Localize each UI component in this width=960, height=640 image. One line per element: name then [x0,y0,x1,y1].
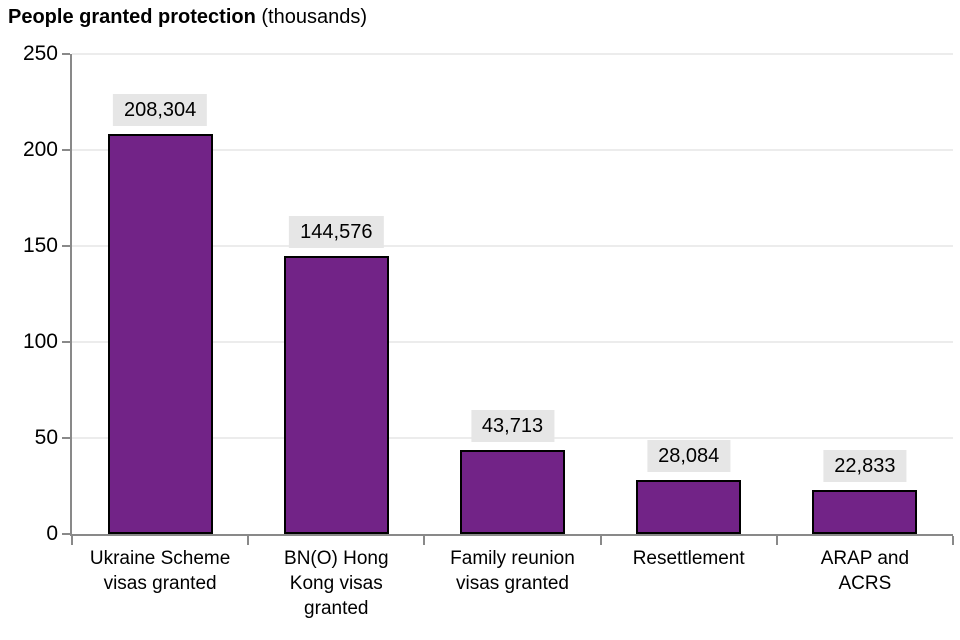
bar-value-label: 22,833 [823,450,907,483]
category-label: BN(O) Hong Kong visas granted [284,548,389,619]
y-tick-label: 250 [22,42,58,65]
x-axis-tick [247,536,250,545]
x-axis [70,534,953,536]
y-tick-label: 200 [22,138,58,161]
y-axis-tick [62,437,70,439]
category-label: Family reunion visas granted [450,548,575,594]
y-axis [70,54,72,534]
y-axis-tick [62,245,70,247]
y-tick-label: 0 [46,522,58,545]
category-label: Resettlement [632,548,745,569]
x-axis-tick [775,536,778,545]
x-axis-tick [423,536,426,545]
chart-title-main: People granted protection [8,6,256,28]
y-axis-tick [62,533,70,535]
y-axis-tick [62,341,70,343]
chart-title-suffix: (thousands) [255,6,367,28]
x-axis-tick [952,536,954,545]
bar [812,490,918,534]
bar [107,134,213,534]
bar-value-label: 144,576 [289,216,384,249]
plot-area: 0 50 100 150 200 250 208,304 Ukraine Scheme vis… [23,42,954,619]
gridline [72,341,953,343]
gridline [72,245,953,247]
gridline [72,149,953,151]
category-label: Ukraine Scheme visas granted [89,548,231,594]
bar [460,450,565,534]
bar [636,480,742,534]
y-tick-label: 100 [22,330,58,353]
y-axis-tick [62,149,70,151]
bar-value-label: 28,084 [647,440,731,473]
chart-title: People granted protection (thousands) [8,6,367,29]
category-label: ARAP and ACRS [820,548,910,594]
gridline [72,53,953,55]
bar-value-label: 43,713 [470,410,555,443]
x-axis-tick [599,536,602,545]
bar-value-label: 208,304 [112,94,208,127]
y-tick-label: 50 [34,426,58,449]
bar [283,256,389,534]
y-axis-tick [62,53,70,55]
y-tick-label: 150 [22,234,58,257]
x-axis-tick [71,536,73,545]
